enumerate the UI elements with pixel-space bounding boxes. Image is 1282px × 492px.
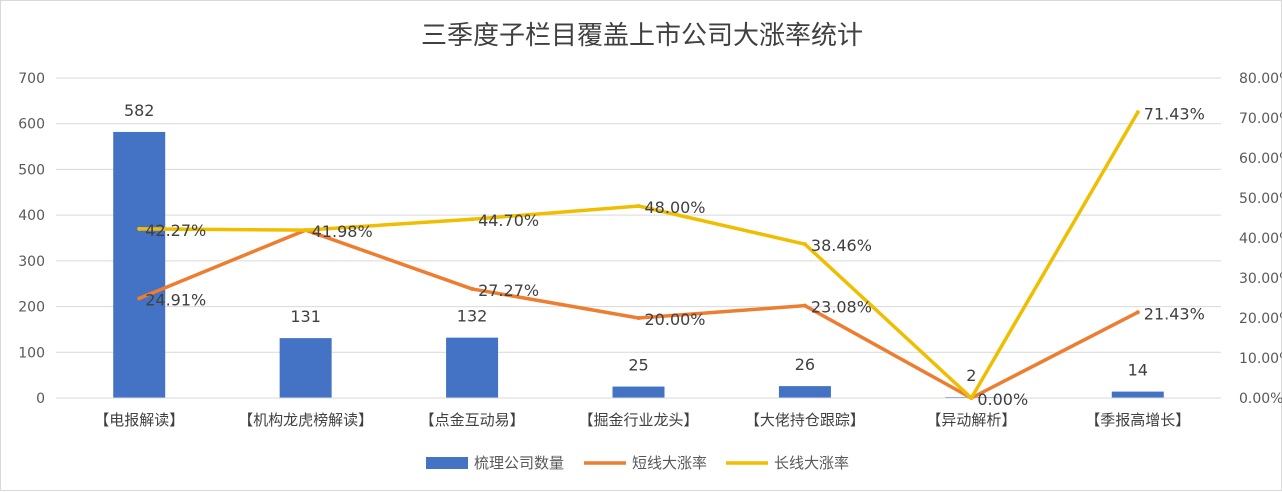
line-point xyxy=(636,204,641,208)
line-point xyxy=(470,217,475,222)
line-point xyxy=(1135,310,1140,315)
category-label: 【掘金行业龙头】 xyxy=(578,411,698,429)
left-axis-tick-label: 100 xyxy=(18,345,45,361)
right-axis-tick-label: 70.00% xyxy=(1239,111,1282,127)
right-axis-tick-label: 0.00% xyxy=(1239,391,1282,407)
bar-data-label: 132 xyxy=(457,307,488,326)
line-point xyxy=(636,316,641,320)
category-label: 【点金互动易】 xyxy=(420,411,525,429)
left-axis-tick-label: 700 xyxy=(18,71,45,87)
right-axis-tick-label: 60.00% xyxy=(1239,151,1282,167)
bar xyxy=(612,386,665,398)
bar-data-label: 582 xyxy=(124,101,155,120)
line-data-label: 41.98% xyxy=(312,222,373,241)
right-axis-tick-label: 40.00% xyxy=(1239,231,1282,247)
legend-label: 梳理公司数量 xyxy=(474,454,564,472)
legend-swatch xyxy=(426,457,468,469)
left-axis-tick-label: 500 xyxy=(18,162,45,178)
line-point xyxy=(1135,110,1140,115)
line-data-label: 71.43% xyxy=(1144,104,1205,123)
line-point xyxy=(137,296,142,301)
right-axis-tick-label: 30.00% xyxy=(1239,271,1282,287)
left-axis-tick-label: 200 xyxy=(18,300,45,316)
line-data-label: 42.27% xyxy=(145,221,206,240)
bar-data-label: 131 xyxy=(290,307,321,326)
left-axis-tick-label: 0 xyxy=(36,391,45,407)
line-point xyxy=(969,396,974,400)
line-point xyxy=(303,228,308,233)
line-data-label: 27.27% xyxy=(478,281,539,300)
bar xyxy=(279,338,332,398)
right-axis-tick-label: 50.00% xyxy=(1239,191,1282,207)
chart-title: 三季度子栏目覆盖上市公司大涨率统计 xyxy=(420,21,863,51)
line-data-label: 24.91% xyxy=(145,290,206,309)
right-axis-tick-label: 20.00% xyxy=(1239,311,1282,327)
left-axis-tick-label: 400 xyxy=(18,208,45,224)
line-point xyxy=(470,286,475,291)
bar xyxy=(113,131,166,398)
right-axis-tick-label: 10.00% xyxy=(1239,351,1282,367)
bar-data-label: 25 xyxy=(628,356,648,375)
line-data-label: 44.70% xyxy=(478,211,539,230)
legend-label: 短线大涨率 xyxy=(632,454,707,472)
line-point xyxy=(137,226,142,231)
bar xyxy=(446,337,499,398)
category-label: 【机构龙虎榜解读】 xyxy=(238,411,373,429)
line-point xyxy=(802,303,807,308)
category-label: 【季报高增长】 xyxy=(1085,411,1190,429)
line-data-label: 38.46% xyxy=(811,236,872,255)
bar-data-label: 14 xyxy=(1128,361,1148,380)
line-data-label: 21.43% xyxy=(1144,304,1205,323)
category-label: 【异动解析】 xyxy=(926,411,1016,429)
right-axis-tick-label: 80.00% xyxy=(1239,71,1282,87)
left-axis-tick-label: 300 xyxy=(18,254,45,270)
line-data-label: 48.00% xyxy=(645,198,706,217)
bar-data-label: 2 xyxy=(966,366,976,385)
bar xyxy=(1111,391,1164,398)
category-label: 【大佬持仓跟踪】 xyxy=(745,411,865,429)
left-axis-tick-label: 600 xyxy=(18,117,45,133)
line-data-label: 20.00% xyxy=(645,310,706,329)
line-data-label: 0.00% xyxy=(977,390,1028,409)
line-data-label: 23.08% xyxy=(811,298,872,317)
line-point xyxy=(802,242,807,247)
legend-label: 长线大涨率 xyxy=(774,454,849,472)
bar xyxy=(778,386,831,398)
bar-data-label: 26 xyxy=(795,355,815,374)
category-label: 【电报解读】 xyxy=(94,411,184,429)
